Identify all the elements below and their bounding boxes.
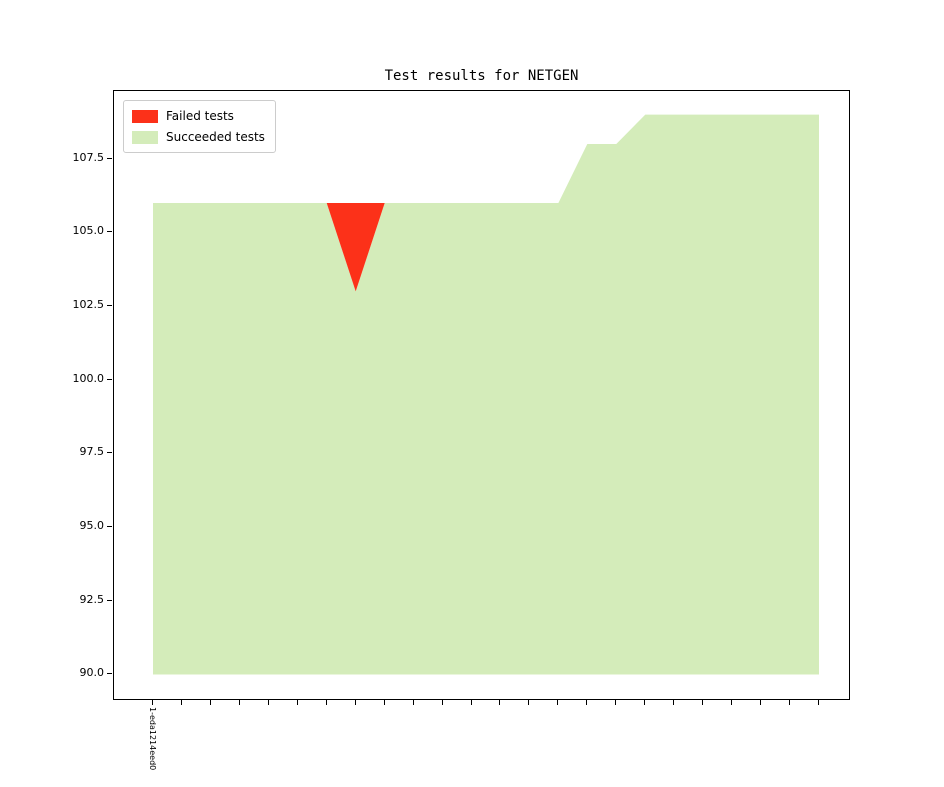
chart-title: Test results for NETGEN <box>384 68 579 84</box>
y-tick-label: 92.5 <box>79 593 105 606</box>
x-tick-mark <box>760 700 761 705</box>
y-tick-label: 105.0 <box>72 224 105 237</box>
x-tick-mark <box>268 700 269 705</box>
legend-label-failed: Failed tests <box>166 109 234 123</box>
x-tick-mark <box>586 700 587 705</box>
y-tick-mark <box>107 526 112 527</box>
x-tick-mark <box>442 700 443 705</box>
x-tick-mark <box>644 700 645 705</box>
y-tick-label: 100.0 <box>72 372 105 385</box>
x-tick-mark <box>413 700 414 705</box>
failed-swatch <box>132 109 158 123</box>
y-tick-label: 102.5 <box>72 298 105 311</box>
y-tick-mark <box>107 673 112 674</box>
y-tick-mark <box>107 231 112 232</box>
x-tick-mark <box>557 700 558 705</box>
x-tick-mark <box>499 700 500 705</box>
legend-item-succeeded: Succeeded tests <box>132 128 265 146</box>
y-tick-label: 95.0 <box>79 519 105 532</box>
x-tick-mark <box>384 700 385 705</box>
failed-area <box>326 203 385 292</box>
succeeded-swatch <box>132 130 158 144</box>
x-tick-mark <box>673 700 674 705</box>
y-tick-mark <box>107 600 112 601</box>
x-tick-mark <box>181 700 182 705</box>
x-tick-mark <box>615 700 616 705</box>
x-tick-mark <box>326 700 327 705</box>
y-tick-mark <box>107 379 112 380</box>
y-tick-label: 107.5 <box>72 151 105 164</box>
succeeded-area <box>153 114 819 675</box>
x-tick-mark <box>239 700 240 705</box>
x-tick-mark <box>528 700 529 705</box>
legend-label-succeeded: Succeeded tests <box>166 130 265 144</box>
y-tick-mark <box>107 305 112 306</box>
x-tick-mark <box>210 700 211 705</box>
x-tick-mark <box>789 700 790 705</box>
x-tick-label-first: 1-eda1214eed0 <box>148 707 157 771</box>
x-tick-mark <box>297 700 298 705</box>
x-tick-mark <box>702 700 703 705</box>
x-tick-mark <box>355 700 356 705</box>
y-tick-mark <box>107 158 112 159</box>
legend-item-failed: Failed tests <box>132 107 265 125</box>
x-tick-mark <box>818 700 819 705</box>
y-tick-label: 90.0 <box>79 666 105 679</box>
y-tick-label: 97.5 <box>79 445 105 458</box>
x-tick-mark <box>731 700 732 705</box>
plot-area <box>113 90 850 700</box>
legend: Failed tests Succeeded tests <box>123 100 276 153</box>
x-tick-mark <box>152 700 153 705</box>
y-tick-mark <box>107 452 112 453</box>
x-tick-mark <box>471 700 472 705</box>
stacked-area-plot <box>114 91 851 705</box>
